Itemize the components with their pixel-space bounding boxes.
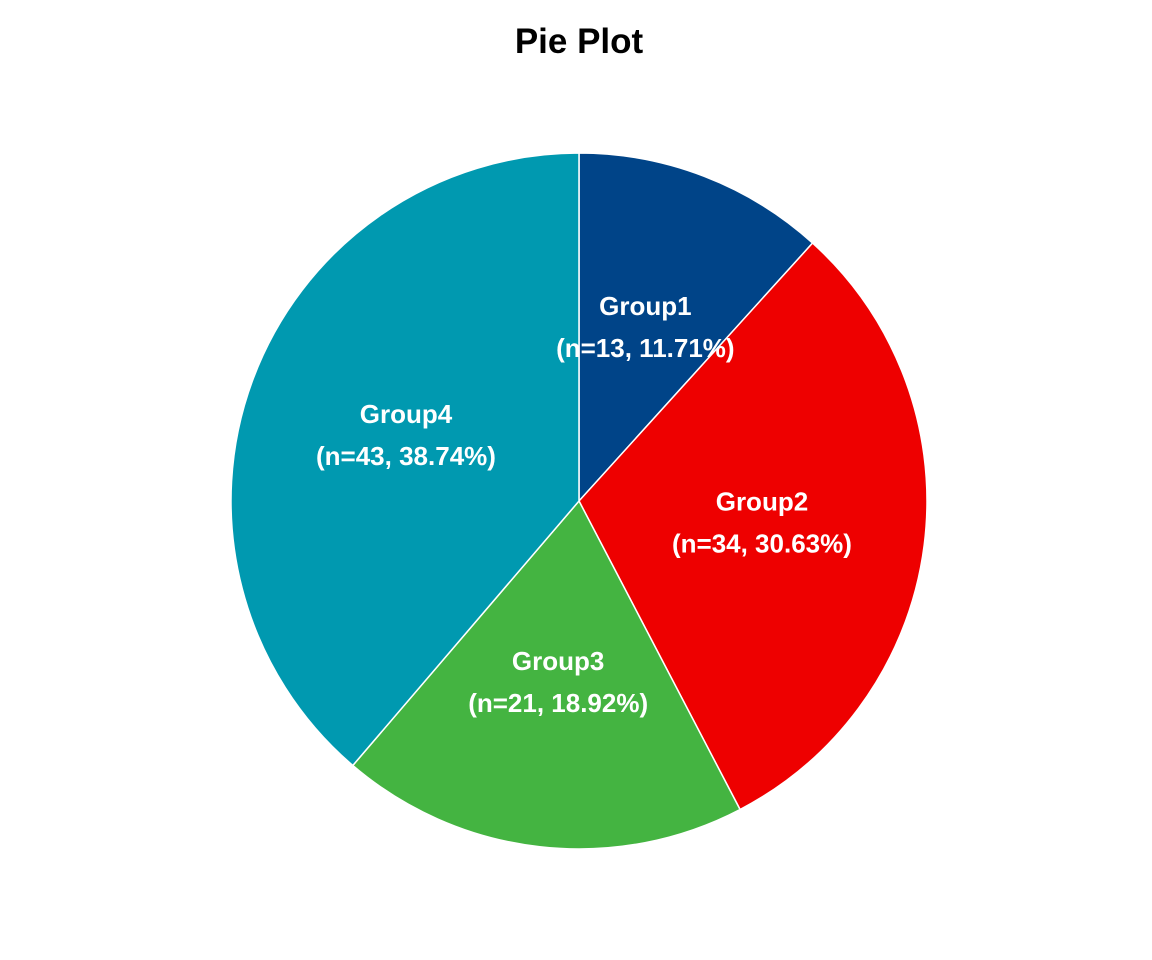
- slice-value-label-group4: (n=43, 38.74%): [316, 441, 496, 471]
- pie-labels: Group1 (n=13, 11.71%) Group2 (n=34, 30.63%)…: [316, 291, 852, 718]
- chart-title: Pie Plot: [514, 22, 644, 61]
- slice-value-label-group2: (n=34, 30.63%): [672, 528, 852, 558]
- pie-slice-group1: [578, 152, 814, 502]
- pie-slices: [230, 152, 928, 850]
- pie-slice-group2: [578, 242, 928, 811]
- pie-slice-group3: [352, 500, 741, 850]
- slice-value-label-group1: (n=13, 11.71%): [556, 333, 735, 363]
- slice-label-group2: Group2: [716, 486, 808, 516]
- pie-slice-group4: [230, 152, 580, 767]
- slice-label-group4: Group4: [360, 399, 453, 429]
- slice-value-label-group3: (n=21, 18.92%): [468, 688, 648, 718]
- slice-label-group3: Group3: [512, 646, 604, 676]
- slice-label-group1: Group1: [599, 291, 691, 321]
